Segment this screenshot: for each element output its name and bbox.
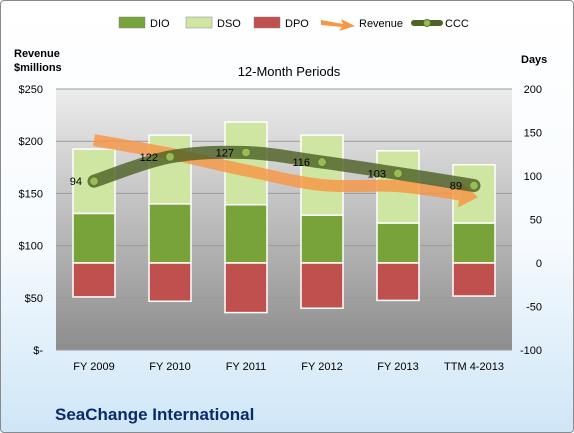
category-label: TTM 4-2013	[444, 361, 504, 373]
left-tick-label: $-	[33, 345, 43, 357]
ccc-series: 94 122 127 116 103 89	[70, 145, 481, 193]
left-tick-label: $250	[19, 84, 43, 96]
left-tick-label: $200	[19, 136, 43, 148]
right-axis-label: Days	[521, 54, 547, 66]
ccc-line	[87, 145, 481, 193]
ccc-data-label: 116	[292, 157, 310, 169]
right-tick-label: -100	[520, 345, 542, 357]
bar-dpo	[452, 262, 496, 297]
ccc-data-label: 127	[216, 148, 234, 160]
bar-dso	[300, 134, 344, 216]
ccc-data-label: 122	[140, 152, 158, 164]
ccc-point	[240, 147, 252, 158]
bar-dio	[452, 222, 496, 264]
bar-dio	[72, 212, 116, 264]
bar-dio	[224, 203, 268, 264]
bar-dpo	[72, 262, 116, 298]
legend-swatch	[253, 16, 281, 29]
category-label: FY 2010	[149, 361, 190, 373]
ccc-data-label: 94	[70, 176, 82, 188]
bar-dpo	[376, 262, 420, 302]
right-tick-label: 100	[524, 171, 542, 183]
right-tick-label: 200	[524, 84, 542, 96]
legend: DIO DSO DPO Revenue CCC	[118, 16, 469, 31]
bar-dio	[376, 222, 420, 264]
axes: $250 $200 $150 $100 $50 $- 200 150 100 50 0 -50 -100…	[19, 84, 542, 373]
legend-label: CCC	[445, 18, 469, 30]
chart-title: 12-Month Periods	[238, 64, 341, 79]
bar-dio	[300, 214, 344, 264]
left-tick-label: $150	[19, 188, 43, 200]
legend-marker	[423, 19, 431, 27]
left-tick-label: $50	[25, 293, 43, 305]
left-tick-label: $100	[19, 241, 43, 253]
bar-dio	[148, 203, 192, 264]
bar-dpo	[224, 262, 268, 314]
category-label: FY 2012	[301, 361, 342, 373]
legend-label: DSO	[217, 18, 241, 30]
ccc-point	[316, 156, 328, 168]
ccc-point	[468, 180, 480, 191]
ccc-point	[88, 176, 100, 187]
right-tick-label: 50	[530, 215, 542, 227]
bar-dpo	[300, 262, 344, 309]
category-label: FY 2011	[226, 361, 267, 373]
legend-swatch	[185, 16, 213, 29]
legend-swatch	[321, 19, 355, 31]
legend-label: Revenue	[359, 18, 403, 30]
ccc-data-label: 103	[368, 168, 386, 180]
ccc-point	[164, 151, 176, 162]
company-name: SeaChange International	[55, 405, 255, 424]
legend-label: DIO	[150, 18, 170, 30]
ccc-data-label: 89	[450, 181, 462, 193]
ccc-point	[392, 168, 404, 179]
right-tick-label: 0	[536, 258, 542, 270]
revenue-line	[92, 134, 461, 201]
legend-label: DPO	[285, 18, 309, 30]
bar-dpo	[148, 262, 192, 303]
left-axis-label-line1: Revenue	[14, 48, 60, 60]
plot-area	[56, 89, 512, 350]
legend-swatch	[118, 16, 146, 29]
right-tick-label: -50	[526, 302, 542, 314]
category-label: FY 2009	[73, 361, 114, 373]
bars	[72, 121, 496, 314]
left-axis-label-line2: $millions	[14, 62, 62, 74]
right-tick-label: 150	[524, 128, 542, 140]
category-label: FY 2013	[377, 361, 418, 373]
